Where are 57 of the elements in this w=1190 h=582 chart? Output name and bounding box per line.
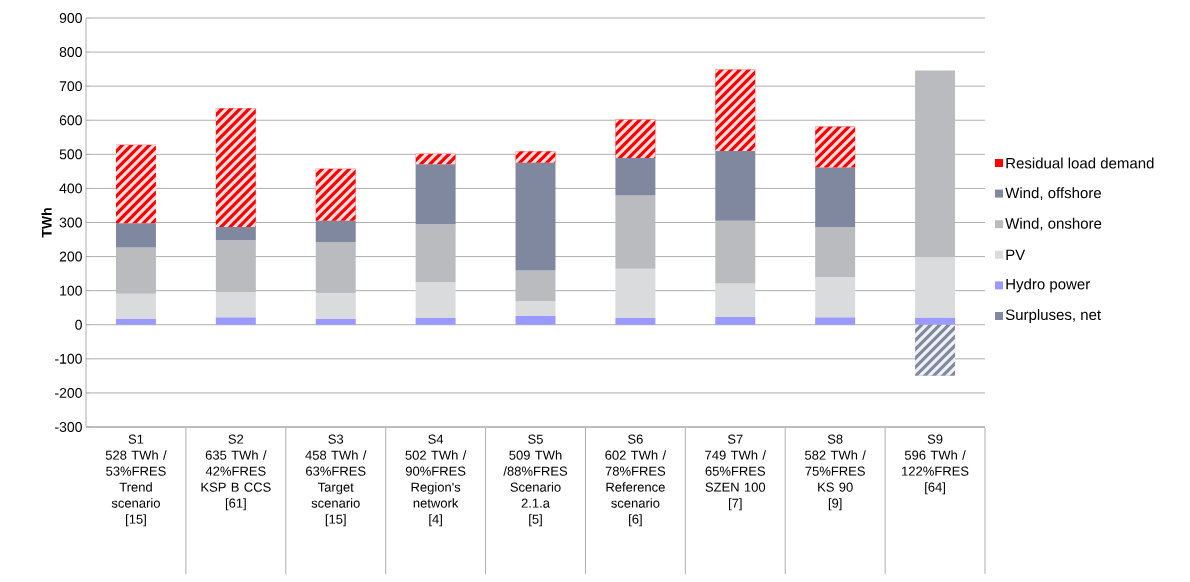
- y-axis-title: TWh: [41, 208, 52, 238]
- bar: [115, 318, 156, 325]
- bar: [315, 241, 356, 294]
- x-tick-label: S9 596 TWh / 122%FRES [64]: [902, 434, 969, 495]
- y-tick-label: -100: [55, 353, 82, 364]
- y-tick-label: 600: [59, 115, 82, 126]
- x-tick-label: S7 749 TWh / 65%FRES SZEN 100 [7]: [705, 434, 766, 511]
- x-tick-label: S1 528 TWh / 53%FRES Trend scenario [15]: [105, 434, 167, 527]
- y-tick-label: 300: [59, 217, 82, 228]
- y-tick-label: 900: [59, 13, 82, 23]
- bar: [415, 224, 456, 283]
- bar: [615, 268, 656, 318]
- legend-label: PV: [1006, 249, 1026, 260]
- bar: [615, 195, 656, 269]
- bar: [515, 162, 556, 271]
- bar: [115, 247, 156, 294]
- y-tick-label: 100: [60, 285, 82, 296]
- bar: [215, 317, 256, 325]
- x-tick-label: S3 458 TWh / 63%FRES Target scenario [15]: [305, 434, 367, 527]
- y-tick-label: 500: [59, 149, 82, 160]
- y-tick-label: -200: [55, 387, 82, 398]
- bar: [215, 292, 256, 318]
- bar: [615, 317, 656, 325]
- bar: [715, 283, 756, 317]
- bar: [815, 227, 856, 278]
- bar: [415, 282, 456, 318]
- y-tick-label: 0: [75, 319, 82, 330]
- bar: [215, 240, 256, 293]
- legend-label: Wind, onshore: [1005, 217, 1102, 231]
- y-tick-label: 700: [59, 81, 82, 92]
- x-tick-label: S5 509 TWh /88%FRES Scenario 2.1.a [5]: [503, 434, 568, 527]
- x-tick-label: S8 582 TWh / 75%FRES KS 90 [9]: [804, 434, 866, 511]
- x-tick-label: S6 602 TWh / 78%FRES Reference scenario [6]: [605, 434, 667, 527]
- bar: [515, 270, 556, 302]
- bar: [115, 293, 156, 319]
- bar: [415, 164, 456, 225]
- bar: [815, 317, 856, 325]
- bar: [715, 220, 756, 284]
- bar: [915, 257, 956, 318]
- bar: [515, 301, 556, 316]
- y-tick-label: -300: [55, 422, 82, 432]
- x-tick-label: S4 502 TWh / 90%FRES Region's network [4]: [405, 434, 467, 527]
- bar: [315, 293, 356, 319]
- legend-label: Residual load demand: [1006, 157, 1154, 169]
- legend-label: Surpluses, net: [1005, 309, 1101, 323]
- legend-label: Wind, offshore: [1005, 187, 1101, 200]
- bar: [515, 315, 556, 325]
- bar: [415, 317, 456, 325]
- y-tick-label: 200: [59, 251, 82, 262]
- y-tick-label: 400: [59, 183, 82, 194]
- bar: [715, 316, 756, 325]
- bar: [815, 277, 856, 318]
- bar: [915, 70, 956, 258]
- x-tick-label: S2 635 TWh / 42%FRES KSP B CCS [61]: [201, 434, 271, 511]
- legend-label: Hydro power: [1006, 278, 1090, 293]
- y-tick-label: 800: [59, 47, 82, 58]
- bar: [315, 318, 356, 325]
